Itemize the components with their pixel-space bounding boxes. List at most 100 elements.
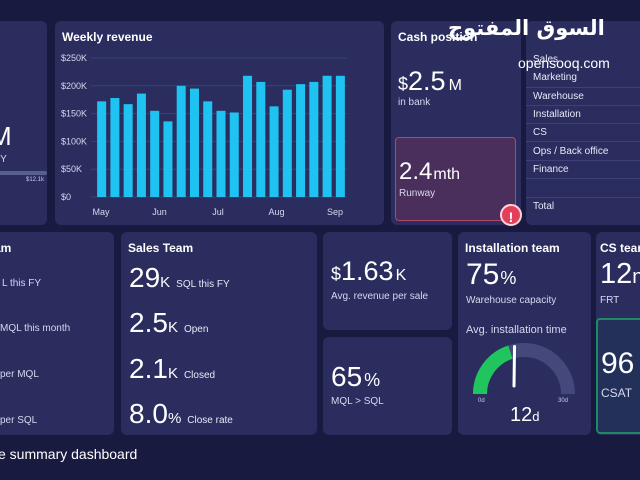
gauge-needle	[512, 344, 517, 388]
cash-amount: $2.5 M	[398, 66, 462, 97]
revenue-bar[interactable]	[97, 101, 107, 197]
y-tick-label: $100K	[61, 136, 87, 146]
revenue-bar[interactable]	[136, 93, 146, 197]
top-left-progress-bar	[0, 171, 47, 175]
avg-revenue-card: $1.63 K Avg. revenue per sale	[323, 232, 452, 330]
top-left-card: M FY $12.1k	[0, 21, 47, 225]
left-team-row: per SQL	[0, 415, 38, 426]
left-team-row: per MQL	[0, 369, 39, 380]
cs-team-card: CS tean 12n FRT 96 CSAT	[596, 232, 640, 435]
sales-metric-open: 2.5K Open	[129, 307, 209, 338]
gauge-fill	[473, 345, 513, 395]
y-tick-label: $250K	[61, 53, 87, 63]
runway-number: 2.4	[399, 158, 433, 185]
installation-team-title: Installation team	[465, 241, 560, 255]
revenue-bar[interactable]	[123, 104, 133, 197]
y-tick-label: $50K	[61, 164, 82, 174]
x-tick-label: Aug	[268, 207, 284, 217]
opensooq-logo-latin: opensooq.com	[518, 55, 610, 71]
cash-amount-label: in bank	[398, 97, 431, 108]
y-tick-label: $200K	[61, 81, 87, 91]
avg-revenue-label: Avg. revenue per sale	[331, 291, 429, 302]
gauge-title: Avg. installation time	[466, 324, 567, 336]
x-tick-label: May	[92, 207, 110, 217]
revenue-bar[interactable]	[322, 75, 332, 197]
revenue-bar[interactable]	[229, 112, 239, 197]
revenue-bar[interactable]	[110, 98, 120, 197]
dept-divider	[526, 141, 640, 142]
revenue-bar[interactable]	[189, 88, 199, 197]
revenue-bar[interactable]	[309, 81, 319, 197]
dept-item-installation[interactable]: Installation	[533, 109, 581, 120]
frt-value: 12n	[600, 258, 640, 290]
csat-box: 96 CSAT	[596, 318, 640, 434]
gauge-value: 12d	[510, 404, 540, 426]
y-tick-label: $150K	[61, 109, 87, 119]
revenue-bar[interactable]	[216, 110, 226, 197]
cash-amount-prefix: $	[398, 74, 409, 94]
dept-item-finance[interactable]: Finance	[533, 164, 569, 175]
revenue-bar[interactable]	[243, 75, 253, 197]
y-tick-label: $0	[61, 192, 71, 202]
revenue-bar[interactable]	[296, 84, 306, 197]
revenue-bar[interactable]	[176, 85, 186, 197]
revenue-bar[interactable]	[203, 101, 213, 197]
x-tick-label: Jun	[152, 207, 167, 217]
runway-box: 2.4mth Runway	[395, 137, 516, 221]
cs-team-title: CS tean	[600, 241, 640, 255]
sales-team-title: Sales Team	[128, 241, 194, 255]
dept-divider	[526, 105, 640, 106]
dept-item-sales[interactable]: Sales	[533, 54, 559, 65]
dept-divider	[526, 87, 640, 88]
top-left-bar-label: $12.1k	[26, 177, 45, 183]
cash-position-title: Cash position	[398, 30, 478, 44]
capacity-value: 75%	[466, 258, 517, 291]
weekly-revenue-card: Weekly revenue $250K $200K $150K $100K $50K $…	[55, 21, 384, 225]
revenue-bar[interactable]	[150, 110, 160, 197]
dept-item-ops[interactable]: Ops / Back office	[533, 146, 609, 157]
installation-time-gauge	[473, 343, 575, 395]
revenue-bar[interactable]	[269, 106, 279, 197]
weekly-revenue-title: Weekly revenue	[62, 30, 153, 44]
csat-value: 96	[601, 347, 635, 380]
left-team-row: L this FY	[2, 278, 42, 289]
runway-unit: mth	[433, 166, 461, 183]
top-left-big-letter: M	[0, 121, 12, 151]
revenue-bar[interactable]	[335, 75, 345, 197]
revenue-bar[interactable]	[282, 89, 292, 197]
dept-divider	[526, 160, 640, 161]
sales-metric-close-rate: 8.0% Close rate	[129, 398, 233, 429]
cash-amount-unit: M	[448, 77, 462, 94]
dept-item-warehouse[interactable]: Warehouse	[533, 91, 584, 102]
installation-team-card: Installation team 75% Warehouse capacity…	[458, 232, 591, 435]
gauge-min-label: 0d	[478, 398, 485, 404]
gauge-max-label: 30d	[558, 398, 569, 404]
opensooq-logo-arabic: السوق المفتوح	[448, 16, 605, 40]
dept-item-cs[interactable]: CS	[533, 127, 547, 138]
left-team-card: am L this FY MQL this month per MQL per …	[0, 232, 114, 435]
left-team-row: MQL this month	[0, 323, 71, 334]
footer-caption: e summary dashboard	[0, 446, 138, 462]
dept-divider	[526, 178, 640, 179]
cash-position-card: Cash position $2.5 M in bank 2.4mth Runwa…	[391, 21, 521, 225]
dept-item-total[interactable]: Total	[533, 201, 555, 212]
frt-label: FRT	[600, 295, 620, 306]
dept-item-marketing[interactable]: Marketing	[533, 72, 577, 83]
sales-team-card: Sales Team 29K SQL this FY 2.5K Open 2.1K C…	[121, 232, 317, 435]
top-left-fy-label: FY	[0, 154, 7, 165]
csat-label: CSAT	[601, 386, 633, 400]
weekly-revenue-chart: $250K $200K $150K $100K $50K $0 May Jun Jul Aug Se…	[61, 53, 347, 217]
x-tick-label: Sep	[327, 207, 343, 217]
alert-icon[interactable]: !	[500, 204, 522, 226]
avg-revenue-value: $1.63 K	[331, 256, 407, 286]
runway-value: 2.4mth	[399, 158, 460, 186]
dept-divider	[526, 197, 640, 198]
sales-metric-closed: 2.1K Closed	[129, 353, 216, 384]
departments-card: Sales Marketing Warehouse Installation C…	[526, 21, 640, 225]
capacity-label: Warehouse capacity	[466, 295, 557, 306]
revenue-bar[interactable]	[163, 121, 173, 197]
mql-sql-label: MQL > SQL	[331, 396, 384, 407]
revenue-bar[interactable]	[256, 81, 266, 197]
dept-divider	[526, 123, 640, 124]
left-team-title: am	[0, 241, 12, 255]
